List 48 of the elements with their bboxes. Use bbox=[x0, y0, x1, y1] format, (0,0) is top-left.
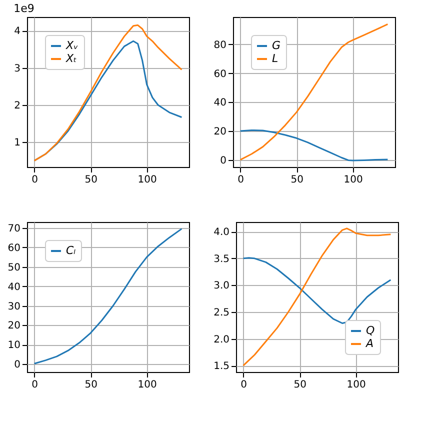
line-series bbox=[240, 23, 388, 161]
y-tick-label: 0 bbox=[220, 155, 226, 166]
y-tick-label: 40 bbox=[214, 98, 226, 109]
line-series bbox=[240, 129, 388, 162]
y-tick-label: 2 bbox=[14, 100, 20, 112]
y-tick-label: 80 bbox=[214, 40, 226, 51]
y-tick-label: 4 bbox=[14, 26, 20, 38]
x-tick-label: 100 bbox=[138, 174, 157, 186]
legend-label: Cₗ bbox=[66, 244, 76, 257]
x-tick-label: 50 bbox=[290, 174, 304, 186]
legend-label: Q bbox=[366, 324, 375, 337]
x-tick-label: 0 bbox=[240, 380, 247, 390]
y-tick-label: 70 bbox=[8, 223, 20, 234]
y-tick-label: 30 bbox=[8, 301, 20, 312]
legend-label: Xᵥ bbox=[65, 39, 79, 52]
y-tick-label: 4.0 bbox=[214, 227, 230, 238]
x-tick-label: 100 bbox=[344, 174, 363, 186]
x-tick-label: 0 bbox=[32, 380, 38, 390]
line-series bbox=[34, 228, 182, 364]
x-tick-label: 0 bbox=[32, 174, 38, 186]
y-tick-label: 3.0 bbox=[214, 280, 230, 292]
line-series bbox=[242, 228, 392, 366]
legend-label: L bbox=[272, 52, 278, 65]
legend-label: Xₜ bbox=[65, 52, 77, 65]
x-tick-label: 50 bbox=[294, 380, 306, 390]
y-tick-label: 1.5 bbox=[214, 361, 230, 372]
x-tick-label: 0 bbox=[238, 174, 244, 186]
x-tick-label: 50 bbox=[84, 174, 98, 186]
line-series bbox=[242, 257, 392, 324]
y-tick-label: 2.0 bbox=[214, 334, 230, 346]
y-tick-label: 60 bbox=[214, 68, 226, 80]
y-tick-label: 3.5 bbox=[214, 254, 230, 265]
y-tick-label: 50 bbox=[8, 262, 20, 274]
y-tick-label: 10 bbox=[8, 340, 20, 352]
y-tick-label: 20 bbox=[214, 126, 226, 138]
x-tick-label: 100 bbox=[138, 380, 157, 390]
y-tick-label: 40 bbox=[8, 282, 20, 293]
y-tick-label: 60 bbox=[8, 242, 20, 254]
x-tick-label: 100 bbox=[346, 380, 366, 390]
y-tick-label: 1 bbox=[14, 138, 20, 149]
legend-label: A bbox=[365, 337, 374, 350]
y-tick-label: 2.5 bbox=[214, 308, 230, 318]
x-tick-label: 50 bbox=[84, 380, 98, 390]
text: 1e9 bbox=[14, 2, 34, 15]
y-tick-label: 20 bbox=[8, 320, 20, 332]
y-tick-label: 0 bbox=[14, 360, 20, 371]
y-tick-label: 3 bbox=[14, 63, 20, 74]
legend-label: G bbox=[272, 39, 281, 52]
